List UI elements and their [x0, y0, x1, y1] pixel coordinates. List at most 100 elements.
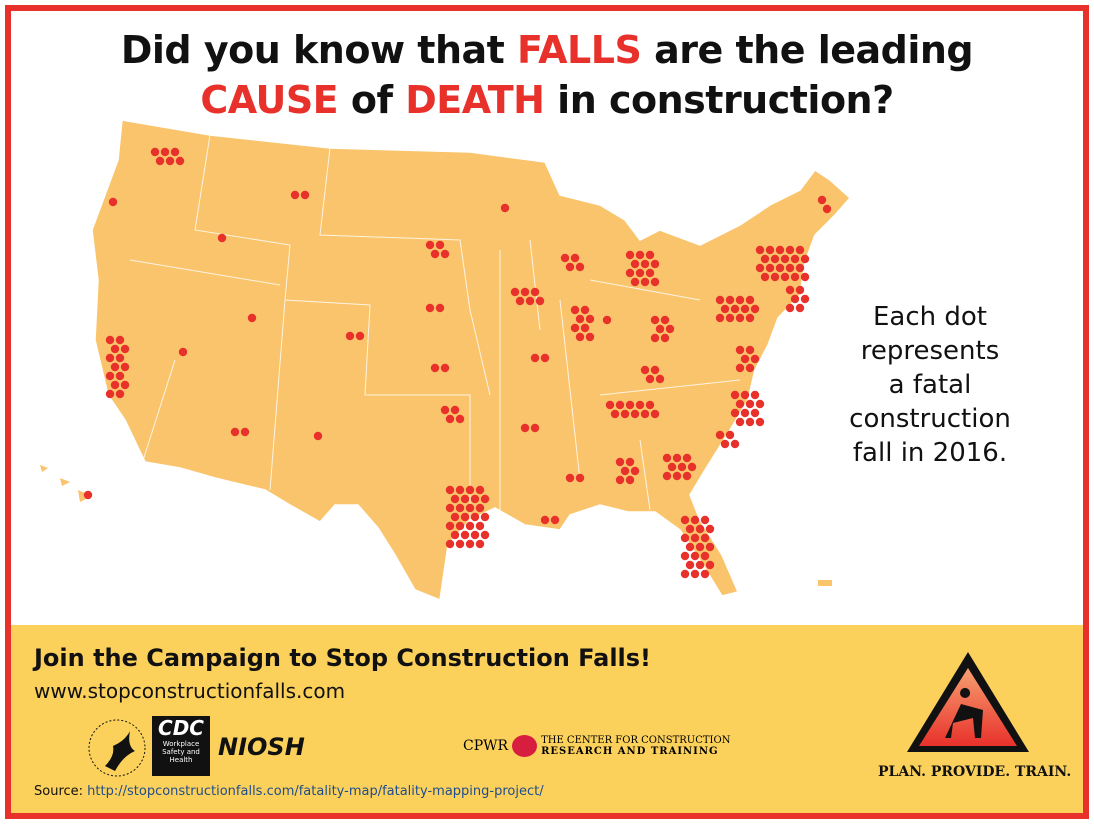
- fatality-dot: [785, 245, 795, 255]
- fatality-dot: [550, 515, 560, 525]
- fatality-dot: [662, 471, 672, 481]
- fatality-dot: [625, 268, 635, 278]
- fatality-dot: [640, 277, 650, 287]
- fatality-dot: [790, 272, 800, 282]
- fatality-dot: [425, 303, 435, 313]
- fatality-dot: [460, 530, 470, 540]
- fatality-dot: [120, 362, 130, 372]
- fatality-dot: [435, 240, 445, 250]
- fatality-dot: [635, 250, 645, 260]
- fatality-dot: [725, 295, 735, 305]
- fatality-dot: [640, 259, 650, 269]
- fatality-dot: [672, 471, 682, 481]
- fatality-dot: [680, 515, 690, 525]
- fatality-dot: [822, 204, 832, 214]
- fatality-dot: [740, 408, 750, 418]
- fatality-dot: [450, 530, 460, 540]
- fatality-dot: [620, 466, 630, 476]
- fatality-dot: [817, 195, 827, 205]
- fatality-dot: [715, 295, 725, 305]
- fatality-dot: [680, 533, 690, 543]
- fatality-dot: [115, 335, 125, 345]
- fatality-dot: [667, 462, 677, 472]
- fatality-dot: [465, 539, 475, 549]
- fatality-dot: [625, 475, 635, 485]
- fatality-dot: [585, 314, 595, 324]
- fatality-dot: [515, 296, 525, 306]
- niosh-logo: NIOSH: [218, 733, 305, 761]
- fatality-dot: [450, 405, 460, 415]
- fatality-dot: [560, 253, 570, 263]
- state-borders: [129, 134, 741, 520]
- fatality-dot: [730, 390, 740, 400]
- fatality-dot: [110, 380, 120, 390]
- fatality-dot: [730, 408, 740, 418]
- fatality-dot: [450, 494, 460, 504]
- fatality-dot: [115, 353, 125, 363]
- fatality-dot: [635, 400, 645, 410]
- cpwr-logo: CPWR THE CENTER FOR CONSTRUCTION RESEARCH…: [463, 735, 730, 757]
- fatality-dot: [580, 305, 590, 315]
- fatality-dot: [690, 533, 700, 543]
- fatality-dot: [755, 399, 765, 409]
- fatality-dot: [247, 313, 257, 323]
- fatality-dot: [720, 439, 730, 449]
- fatality-dot: [640, 409, 650, 419]
- fatality-dot: [175, 156, 185, 166]
- fatality-dot: [480, 494, 490, 504]
- fatality-dot: [800, 254, 810, 264]
- fatality-dot: [460, 494, 470, 504]
- fatality-dot: [650, 333, 660, 343]
- fatality-dot: [745, 363, 755, 373]
- fatality-dot: [725, 430, 735, 440]
- cdc-subtext: Workplace Safety and Health: [162, 740, 200, 764]
- fatality-dot: [705, 524, 715, 534]
- fatality-dot: [700, 551, 710, 561]
- fatality-dot: [83, 490, 93, 500]
- fatality-dot: [700, 515, 710, 525]
- fatality-dot: [765, 263, 775, 273]
- fatality-dot: [750, 408, 760, 418]
- source-link[interactable]: http://stopconstructionfalls.com/fatalit…: [87, 784, 544, 799]
- campaign-link[interactable]: www.stopconstructionfalls.com: [34, 679, 346, 703]
- fatality-dot: [178, 347, 188, 357]
- fatality-dot: [650, 315, 660, 325]
- fatality-dot: [165, 156, 175, 166]
- fatality-dot: [780, 272, 790, 282]
- fatality-dot: [650, 259, 660, 269]
- fatality-dot: [570, 253, 580, 263]
- fatality-dot: [690, 569, 700, 579]
- fatality-dot: [800, 294, 810, 304]
- us-mainland: [91, 119, 852, 602]
- fatality-dot: [680, 569, 690, 579]
- fatality-dot: [455, 521, 465, 531]
- fatality-dot: [665, 324, 675, 334]
- fatality-dot: [715, 430, 725, 440]
- fatality-dot: [615, 400, 625, 410]
- source-line: Source: http://stopconstructionfalls.com…: [34, 784, 544, 799]
- fatality-dot: [770, 272, 780, 282]
- fatality-dot: [470, 494, 480, 504]
- fatality-dot: [740, 354, 750, 364]
- tagline: PLAN. PROVIDE. TRAIN.: [878, 764, 1072, 780]
- legend-line: Each dot: [872, 302, 987, 332]
- fatality-dot: [755, 263, 765, 273]
- fatality-dot: [450, 512, 460, 522]
- fatality-dot: [445, 503, 455, 513]
- fatality-dot: [475, 485, 485, 495]
- fatality-dot: [655, 374, 665, 384]
- fatality-dot: [645, 250, 655, 260]
- fatality-dot: [610, 409, 620, 419]
- fatality-dot: [625, 250, 635, 260]
- fatality-dot: [740, 390, 750, 400]
- fatality-dot: [475, 503, 485, 513]
- fatality-dot: [755, 417, 765, 427]
- fatality-dot: [525, 296, 535, 306]
- fatality-dot: [685, 542, 695, 552]
- fatality-dot: [425, 240, 435, 250]
- fatality-dot: [110, 362, 120, 372]
- fatality-dot: [750, 390, 760, 400]
- fatality-dot: [745, 345, 755, 355]
- fatality-dot: [575, 473, 585, 483]
- fatality-dot: [110, 344, 120, 354]
